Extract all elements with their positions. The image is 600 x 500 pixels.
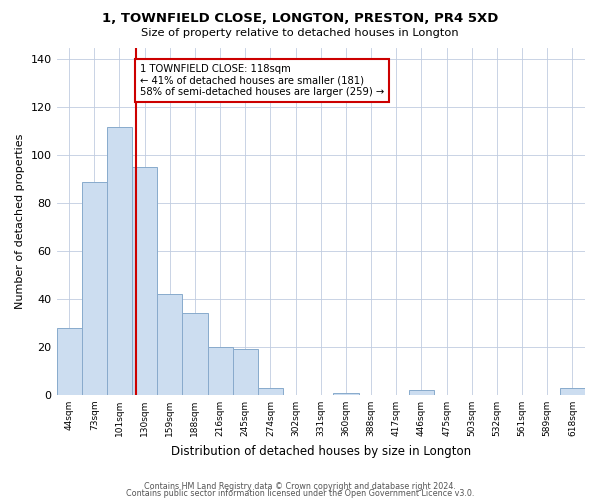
Bar (208, 347, 233, 395)
Bar (409, 390, 434, 395)
Bar (56, 328, 82, 395)
Bar (82, 182, 107, 395)
Text: Contains public sector information licensed under the Open Government Licence v3: Contains public sector information licen… (126, 490, 474, 498)
Bar (233, 350, 258, 395)
X-axis label: Distribution of detached houses by size in Longton: Distribution of detached houses by size … (171, 444, 471, 458)
Bar (560, 388, 585, 395)
Bar (182, 314, 208, 395)
Text: Contains HM Land Registry data © Crown copyright and database right 2024.: Contains HM Land Registry data © Crown c… (144, 482, 456, 491)
Y-axis label: Number of detached properties: Number of detached properties (15, 134, 25, 309)
Bar (132, 168, 157, 395)
Text: 1, TOWNFIELD CLOSE, LONGTON, PRESTON, PR4 5XD: 1, TOWNFIELD CLOSE, LONGTON, PRESTON, PR… (102, 12, 498, 26)
Bar (157, 294, 182, 395)
Text: Size of property relative to detached houses in Longton: Size of property relative to detached ho… (141, 28, 459, 38)
Bar (107, 126, 132, 395)
Bar (258, 388, 283, 395)
Text: 1 TOWNFIELD CLOSE: 118sqm
← 41% of detached houses are smaller (181)
58% of semi: 1 TOWNFIELD CLOSE: 118sqm ← 41% of detac… (140, 64, 385, 98)
Bar (334, 392, 359, 395)
